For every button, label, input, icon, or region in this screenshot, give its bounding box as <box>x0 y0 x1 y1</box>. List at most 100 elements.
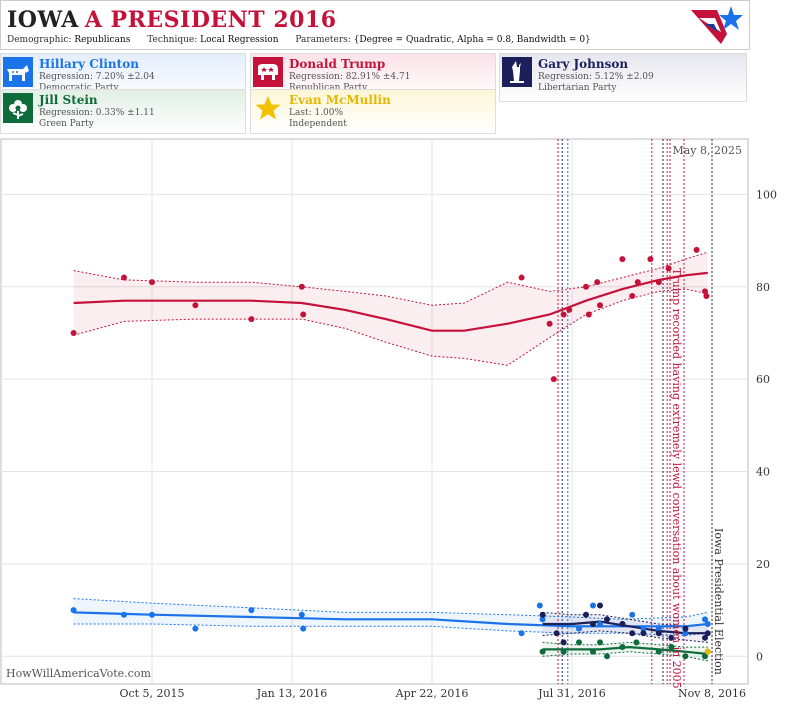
candidate-party: Republican Party <box>289 83 368 93</box>
gary-johnson-poll-point[interactable] <box>682 625 689 632</box>
gary-johnson-poll-point[interactable] <box>553 630 560 637</box>
technique-value[interactable]: Local Regression <box>200 35 279 45</box>
donald-trump-poll-point[interactable] <box>629 293 636 300</box>
donald-trump-poll-point[interactable] <box>665 265 672 272</box>
hillary-clinton-poll-point[interactable] <box>702 616 708 623</box>
donald-trump-poll-point[interactable] <box>300 311 307 318</box>
gary-johnson-poll-point[interactable] <box>704 630 711 637</box>
gary-johnson-poll-point[interactable] <box>619 620 626 627</box>
gary-johnson-poll-point[interactable] <box>702 634 708 641</box>
donald-trump-poll-point[interactable] <box>597 302 603 309</box>
hillary-clinton-poll-point[interactable] <box>590 602 596 609</box>
technique-label: Technique: <box>147 35 198 45</box>
jill-stein-poll-point[interactable] <box>597 639 603 646</box>
donald-trump-poll-point[interactable] <box>518 274 525 281</box>
donald-trump-poll-point[interactable] <box>560 311 567 318</box>
hillary-clinton-poll-point[interactable] <box>518 630 525 637</box>
hillary-clinton-poll-point[interactable] <box>70 607 77 614</box>
jill-stein-poll-point[interactable] <box>604 653 610 660</box>
y-tick-label: 100 <box>756 188 777 201</box>
gary-johnson-poll-point[interactable] <box>668 634 675 641</box>
donald-trump-poll-point[interactable] <box>583 283 589 290</box>
donald-trump-poll-point[interactable] <box>121 274 127 281</box>
hillary-clinton-poll-point[interactable] <box>192 625 199 632</box>
site-watermark[interactable]: HowWillAmericaVote.com <box>6 667 151 680</box>
y-tick-label: 40 <box>756 466 770 479</box>
star-icon <box>253 93 283 123</box>
poll-points[interactable] <box>70 246 711 660</box>
donald-trump-poll-point[interactable] <box>702 288 708 295</box>
hillary-clinton-poll-point[interactable] <box>248 607 255 614</box>
hillary-clinton-poll-point[interactable] <box>597 620 603 627</box>
gary-johnson-poll-point[interactable] <box>539 611 546 618</box>
hillary-clinton-poll-point[interactable] <box>576 625 582 632</box>
donald-trump-poll-point[interactable] <box>546 320 553 327</box>
candidate-card-johnson[interactable]: Gary Johnson Regression: 5.12% ±2.09 Lib… <box>499 53 747 102</box>
hillary-clinton-poll-point[interactable] <box>629 611 636 618</box>
jill-stein-band <box>542 642 708 661</box>
donald-trump-poll-point[interactable] <box>585 311 592 318</box>
demographic-value[interactable]: Republicans <box>74 35 131 45</box>
gary-johnson-poll-point[interactable] <box>655 630 662 637</box>
flower-icon <box>3 93 33 123</box>
hillary-clinton-poll-point[interactable] <box>655 625 662 632</box>
event-lines <box>557 139 713 684</box>
gary-johnson-poll-point[interactable] <box>629 630 636 637</box>
jill-stein-poll-point[interactable] <box>668 644 675 651</box>
demographic-label: Demographic: <box>7 35 72 45</box>
hillary-clinton-poll-point[interactable] <box>682 630 689 637</box>
gary-johnson-poll-point[interactable] <box>597 602 603 609</box>
jill-stein-poll-point[interactable] <box>702 653 708 660</box>
donald-trump-poll-point[interactable] <box>298 283 305 290</box>
jill-stein-poll-point[interactable] <box>619 644 626 651</box>
donald-trump-poll-point[interactable] <box>693 246 700 253</box>
candidate-name: Donald Trump <box>289 57 386 71</box>
hillary-clinton-poll-point[interactable] <box>149 611 155 618</box>
jill-stein-poll-point[interactable] <box>633 639 640 646</box>
donald-trump-poll-point[interactable] <box>619 256 626 263</box>
jill-stein-poll-point[interactable] <box>682 653 689 660</box>
donald-trump-poll-point[interactable] <box>149 279 155 286</box>
donald-trump-poll-point[interactable] <box>192 302 199 309</box>
gary-johnson-poll-point[interactable] <box>590 620 596 627</box>
header-panel: IOWA A PRESIDENT 2016 Demographic: Republ… <box>0 0 750 50</box>
hillary-clinton-poll-point[interactable] <box>536 602 543 609</box>
donald-trump-poll-point[interactable] <box>655 279 662 286</box>
confidence-bands <box>73 251 708 662</box>
donald-trump-poll-point[interactable] <box>70 329 77 336</box>
donald-trump-poll-point[interactable] <box>566 306 573 313</box>
hillary-clinton-poll-point[interactable] <box>121 611 127 618</box>
jill-stein-poll-point[interactable] <box>560 648 567 655</box>
candidate-card-stein[interactable]: Jill Stein Regression: 0.33% ±1.11 Green… <box>0 89 246 134</box>
gary-johnson-poll-point[interactable] <box>604 616 610 623</box>
donald-trump-poll-point[interactable] <box>634 279 641 286</box>
hillary-clinton-poll-point[interactable] <box>539 616 546 623</box>
y-axis-labels: 0 20 40 60 80 100 <box>756 188 777 663</box>
donald-trump-poll-point[interactable] <box>594 279 601 286</box>
plot-frame <box>0 138 749 685</box>
candidate-party: Green Party <box>39 119 94 129</box>
gary-johnson-poll-point[interactable] <box>560 639 567 646</box>
hillary-clinton-poll-point[interactable] <box>640 625 647 632</box>
gary-johnson-poll-point[interactable] <box>583 611 589 618</box>
donald-trump-poll-point[interactable] <box>550 376 557 383</box>
donald-trump-poll-point[interactable] <box>248 316 255 323</box>
jill-stein-poll-point[interactable] <box>539 648 546 655</box>
candidate-regression: Regression: 5.12% ±2.09 <box>538 72 654 82</box>
gary-johnson-poll-point[interactable] <box>640 630 647 637</box>
poll-chart[interactable]: 0 20 40 60 80 100 Oct 5, 2015 Jan 13, 2016 Apr … <box>0 138 789 704</box>
hillary-clinton-poll-point[interactable] <box>704 620 711 627</box>
donald-trump-poll-point[interactable] <box>703 293 710 300</box>
site-logo-icon[interactable] <box>687 4 745 48</box>
parameters-value[interactable]: {Degree = Quadratic, Alpha = 0.8, Bandwi… <box>353 35 591 45</box>
jill-stein-poll-point[interactable] <box>590 648 596 655</box>
donald-trump-poll-point[interactable] <box>647 256 654 263</box>
evan-mcmullin-poll-point[interactable] <box>704 648 711 655</box>
candidate-name: Gary Johnson <box>538 57 629 71</box>
jill-stein-poll-point[interactable] <box>576 639 582 646</box>
hillary-clinton-poll-point[interactable] <box>298 611 305 618</box>
hillary-clinton-poll-point[interactable] <box>300 625 307 632</box>
gary-johnson-band-lower <box>542 630 708 643</box>
candidate-card-mcmullin[interactable]: Evan McMullin Last: 1.00% Independent <box>250 89 496 134</box>
jill-stein-poll-point[interactable] <box>655 648 662 655</box>
